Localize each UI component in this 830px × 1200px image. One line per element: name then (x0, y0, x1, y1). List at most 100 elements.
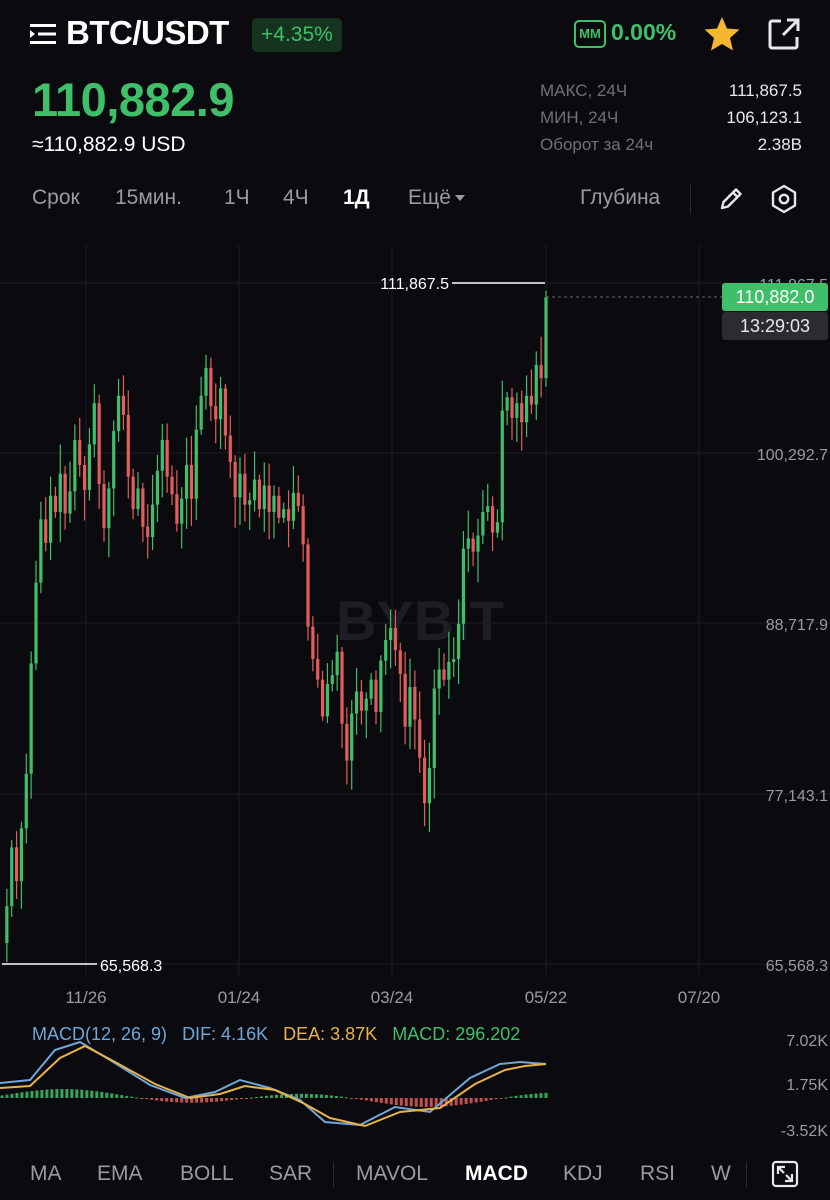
candle-body (316, 659, 320, 680)
macd-bar (40, 1089, 44, 1098)
macd-bar (294, 1093, 298, 1098)
candlestick-chart[interactable]: BYBIT 111,867.5 100,292.7 88,717.9 77,143.1 6… (0, 240, 830, 1020)
macd-bar (449, 1098, 453, 1106)
indicator-mavol[interactable]: MAVOL (356, 1162, 428, 1185)
macd-bar (30, 1090, 34, 1098)
interval-15m[interactable]: 15мин. (115, 186, 182, 209)
macd-bar (105, 1092, 109, 1098)
candle-body (175, 494, 179, 524)
macd-bar (459, 1098, 463, 1105)
candle-body (544, 297, 548, 379)
candle-body (116, 395, 121, 432)
x-tick-label: 01/24 (218, 988, 261, 1007)
stat-row-turnover: Оборот за 24ч 2.38B (540, 131, 802, 158)
macd-bar (255, 1097, 259, 1099)
macd-bar (469, 1098, 473, 1104)
candle-body (204, 367, 208, 396)
candle-body (53, 495, 58, 512)
candle-body (466, 538, 470, 549)
macd-bar (5, 1094, 9, 1098)
candle-body (301, 506, 305, 545)
macd-bar (260, 1096, 264, 1098)
candle-body (194, 429, 198, 499)
star-icon[interactable] (702, 14, 742, 54)
stat-row-high: МАКС, 24Ч 111,867.5 (540, 77, 802, 104)
high-marker-label: 111,867.5 (380, 276, 449, 293)
indicator-ema[interactable]: EMA (97, 1162, 143, 1185)
interval-more-label: Ещё (408, 186, 451, 209)
macd-bar (70, 1089, 74, 1098)
candle-body (73, 439, 77, 492)
macd-bar (45, 1089, 49, 1098)
menu-icon[interactable] (30, 22, 58, 46)
macd-bar (544, 1092, 548, 1098)
candle-body (306, 544, 310, 627)
indicator-kdj[interactable]: KDJ (563, 1162, 603, 1185)
candle-body (500, 410, 504, 523)
macd-bar (170, 1098, 174, 1102)
macd-bar (404, 1098, 408, 1106)
macd-bar (110, 1093, 114, 1098)
candle-body (112, 431, 116, 489)
candle-body (481, 511, 485, 536)
macd-bar (20, 1092, 24, 1098)
indicator-rsi[interactable]: RSI (640, 1162, 676, 1185)
last-price: 110,882.9 (32, 73, 235, 126)
indicator-boll[interactable]: BOLL (180, 1162, 234, 1185)
indicator-divider (746, 1162, 747, 1188)
macd-bar (15, 1093, 19, 1098)
candle-body (379, 660, 383, 713)
macd-bar (369, 1098, 373, 1102)
pen-icon[interactable] (716, 184, 746, 214)
macd-bar (509, 1096, 513, 1098)
candle-body (136, 488, 140, 510)
indicator-w[interactable]: W (711, 1162, 731, 1185)
macd-bar (444, 1098, 448, 1107)
pair-title[interactable]: BTC/USDT (66, 14, 229, 51)
settings-icon[interactable] (768, 183, 800, 215)
share-icon[interactable] (766, 16, 802, 52)
candle-body (364, 698, 368, 711)
macd-bar (55, 1089, 59, 1098)
macd-bar (514, 1095, 518, 1098)
interval-more[interactable]: Ещё (408, 186, 465, 210)
candle-body (442, 669, 446, 680)
candle-body (5, 906, 9, 943)
candle-body (330, 675, 334, 685)
interval-1h[interactable]: 1Ч (224, 186, 250, 209)
macd-bar (344, 1097, 348, 1099)
interval-1d[interactable]: 1Д (343, 186, 370, 209)
macd-title[interactable]: MACD(12, 26, 9) (32, 1024, 168, 1044)
candle-body (320, 679, 325, 717)
macd-bar (524, 1094, 528, 1098)
macd-bar (230, 1098, 234, 1101)
macd-bar (489, 1098, 493, 1101)
depth-tab[interactable]: Глубина (580, 186, 661, 209)
indicator-sar[interactable]: SAR (269, 1162, 313, 1185)
low-marker-label: 65,568.3 (100, 958, 162, 975)
indicator-ma[interactable]: MA (30, 1162, 62, 1185)
candle-body (180, 498, 184, 524)
candle-body (218, 388, 223, 420)
macd-bar (429, 1098, 433, 1107)
macd-bar (299, 1093, 303, 1098)
candle-body (141, 488, 145, 527)
macd-bar (539, 1093, 543, 1098)
candle-body (155, 470, 160, 505)
candle-body (233, 461, 237, 498)
mm-badge[interactable]: MM (574, 20, 606, 48)
interval-bar: Срок 15мин. 1Ч 4Ч 1Д Ещё Глубина (0, 178, 830, 222)
macd-bar (319, 1094, 323, 1098)
indicator-macd[interactable]: MACD (465, 1162, 528, 1185)
expand-icon[interactable] (770, 1159, 800, 1189)
macd-bar (314, 1094, 318, 1098)
macd-dea-line (0, 1044, 547, 1128)
macd-bar (195, 1098, 199, 1103)
macd-bar (274, 1094, 278, 1098)
candle-body (48, 495, 53, 543)
candle-body (422, 757, 427, 804)
candle-body (150, 504, 155, 537)
interval-4h[interactable]: 4Ч (283, 186, 309, 209)
macd-bar (235, 1098, 239, 1100)
candle-body (427, 767, 432, 804)
